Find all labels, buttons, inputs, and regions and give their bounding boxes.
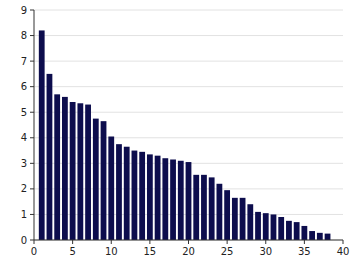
y-tick [30,86,34,87]
bar [85,105,91,240]
bar [217,184,223,240]
bar [294,222,300,240]
y-tick-label: 2 [21,183,27,194]
bar [178,161,184,240]
axes: 0 5 10 15 20 25 30 35 40 0 1 2 3 4 5 6 7 8 9 [21,5,350,258]
bar [147,154,153,240]
bar [39,30,45,240]
x-tick-label: 25 [221,246,234,257]
bar [108,137,114,241]
bar [263,213,269,240]
bar [240,198,246,240]
bar [124,147,130,240]
bar [309,231,315,240]
grid-line [34,86,343,87]
y-tick-label: 5 [21,107,27,118]
bar [325,234,331,240]
y-tick-label: 3 [21,158,27,169]
x-tick-label: 40 [337,246,350,257]
y-tick-label: 4 [21,132,27,143]
x-tick-label: 10 [105,246,118,257]
bar [224,190,230,240]
chart: 0 5 10 15 20 25 30 35 40 0 1 2 3 4 5 6 7 8 9 [0,0,355,264]
y-tick [30,240,34,241]
x-tick [188,240,189,244]
bar [186,162,192,240]
y-tick [30,35,34,36]
x-tick [72,240,73,244]
y-tick-label: 9 [21,5,27,16]
grid-line [34,10,343,11]
bar [93,119,99,240]
y-tick [30,137,34,138]
y-tick [30,188,34,189]
x-tick [34,240,35,244]
bars [39,30,331,240]
bar [232,198,238,240]
bar [255,212,261,240]
y-tick [30,61,34,62]
grid [34,10,343,240]
y-tick [30,163,34,164]
x-tick [149,240,150,244]
bar [70,102,76,240]
x-tick [343,240,344,244]
x-tick-label: 35 [298,246,311,257]
y-tick-label: 1 [21,209,27,220]
y-axis-line [34,10,35,240]
y-tick [30,112,34,113]
bar [247,204,253,240]
bar [271,214,277,240]
bar [62,97,68,240]
x-tick-label: 30 [259,246,272,257]
y-tick-label: 7 [21,56,27,67]
bar [77,103,83,240]
bar [101,121,107,240]
x-tick-label: 0 [31,246,37,257]
y-tick [30,214,34,215]
grid-line [34,61,343,62]
y-tick [30,10,34,11]
x-tick-label: 20 [182,246,195,257]
x-tick [304,240,305,244]
y-tick-label: 0 [21,235,27,246]
bar [54,94,60,240]
bar [201,175,207,240]
bar [170,160,176,241]
bar [286,221,292,240]
bar [162,158,168,240]
chart-container: 0 5 10 15 20 25 30 35 40 0 1 2 3 4 5 6 7 8 9 [0,0,355,264]
bar [132,151,138,240]
bar [116,144,122,240]
bar [47,74,53,240]
bar [209,177,215,240]
x-tick-label: 15 [144,246,157,257]
bar [139,152,145,240]
x-tick-label: 5 [69,246,75,257]
y-tick-label: 6 [21,81,27,92]
bar [155,156,161,240]
y-tick-label: 8 [21,30,27,41]
bar [278,217,284,240]
bar [301,226,307,240]
x-tick [227,240,228,244]
x-tick [111,240,112,244]
bar [193,175,199,240]
grid-line [34,35,343,36]
bar [317,233,323,240]
x-tick [265,240,266,244]
